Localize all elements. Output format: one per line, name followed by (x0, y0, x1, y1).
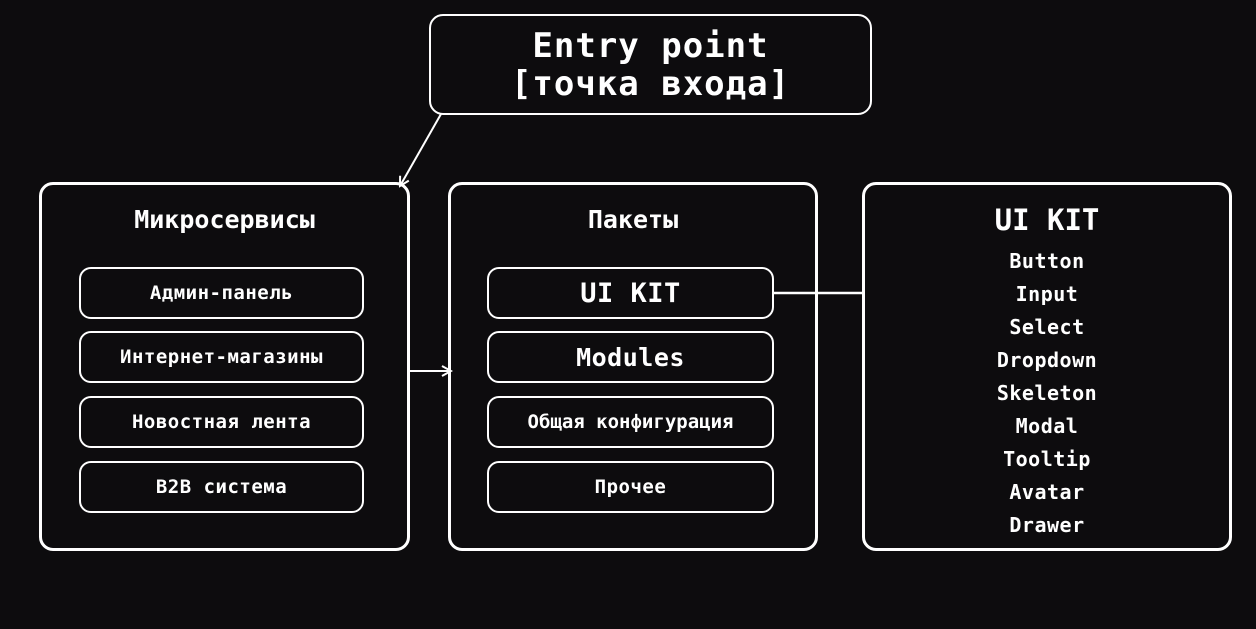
ui-kit-component: Modal (1015, 414, 1079, 438)
packages-title: Пакеты (587, 205, 679, 234)
microservice-item: Новостная лента (79, 396, 364, 448)
ui-kit-component: Button (1009, 249, 1085, 273)
ui-kit-component-list: Button Input Select Dropdown Skeleton Mo… (865, 245, 1229, 542)
microservices-title: Микросервисы (134, 205, 315, 234)
ui-kit-component: Skeleton (996, 381, 1098, 405)
ui-kit-title: UI KIT (994, 203, 1100, 237)
packages-group: Пакеты UI KIT Modules Общая конфигурация… (448, 182, 818, 551)
package-item-other: Прочее (487, 461, 774, 513)
ui-kit-component: Avatar (1009, 480, 1085, 504)
package-item-config: Общая конфигурация (487, 396, 774, 448)
ui-kit-component: Select (1009, 315, 1085, 339)
ui-kit-component: Input (1015, 282, 1079, 306)
ui-kit-component: Tooltip (1003, 447, 1091, 471)
microservice-item: Админ-панель (79, 267, 364, 319)
package-item-ui-kit: UI KIT (487, 267, 774, 319)
arrow-entry-to-microservices (400, 113, 442, 186)
package-item-modules: Modules (487, 331, 774, 383)
entry-point-node: Entry point [точка входа] (429, 14, 872, 115)
entry-point-sublabel: [точка входа] (510, 63, 791, 104)
ui-kit-panel: UI KIT Button Input Select Dropdown Skel… (862, 182, 1232, 551)
ui-kit-component: Drawer (1009, 513, 1085, 537)
microservices-group: Микросервисы Админ-панель Интернет-магаз… (39, 182, 410, 551)
microservice-item: B2B система (79, 461, 364, 513)
ui-kit-component: Dropdown (996, 348, 1098, 372)
microservice-item: Интернет-магазины (79, 331, 364, 383)
entry-point-label: Entry point (532, 25, 769, 66)
